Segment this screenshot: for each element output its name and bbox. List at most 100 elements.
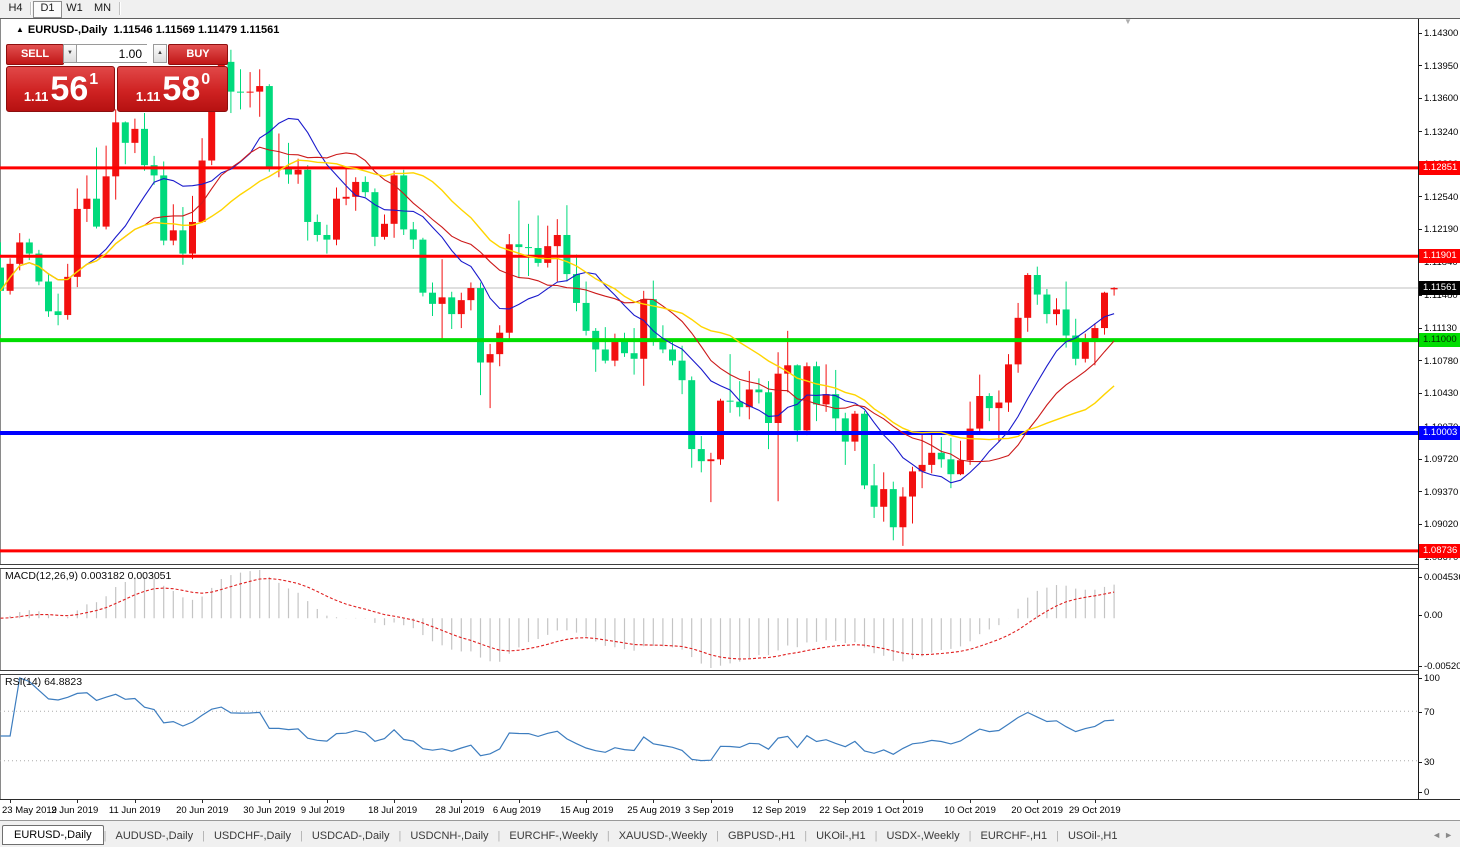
tab-ukoil-h1[interactable]: UKOil-,H1 [816,830,866,842]
volume-increase-button[interactable]: ▲ [153,44,167,63]
timeframe-toolbar: H4 D1 W1 MN [0,0,1460,19]
tab-separator: | [874,830,878,842]
price-tick-label: 1.12190 [1424,224,1459,236]
collapse-panel-icon[interactable]: ▲ [16,25,24,34]
tab-separator: | [398,830,402,842]
tab-eurchf-weekly[interactable]: EURCHF-,Weekly [509,830,598,842]
tab-separator: | [804,830,808,842]
price-tick [1419,523,1422,525]
price-tick-label: 1.13950 [1424,60,1459,72]
price-tick [1419,196,1422,198]
chart-title: ▲ EURUSD-,Daily 1.11546 1.11569 1.11479 1… [16,24,279,36]
macd-axis-tick [1419,577,1422,578]
price-tick-label: 1.14300 [1424,28,1459,39]
price-tick [1419,491,1422,493]
chart-top-border [0,18,1460,19]
sell-price-pip: 1 [89,71,99,88]
date-label: 18 Jul 2019 [368,805,418,816]
tab-separator: | [103,830,107,842]
price-tick [1419,294,1422,296]
tab-usoil-h1[interactable]: USOil-,H1 [1067,830,1118,842]
toolbar-separator [30,2,32,15]
tab-separator: | [968,830,972,842]
tab-xauusd-weekly[interactable]: XAUUSD-,Weekly [618,830,708,842]
macd-axis-label: -0.0052050 [1424,661,1460,672]
timeframe-h4[interactable]: H4 [8,2,23,14]
price-tick-label: 1.11130 [1424,323,1457,335]
tab-audusd-daily[interactable]: AUDUSD-,Daily [115,830,194,842]
price-axis[interactable]: 1.143001.139501.136001.132401.128901.125… [1418,19,1460,800]
price-tick-label: 1.10430 [1424,388,1459,400]
price-tick [1419,97,1422,99]
tab-usdcad-daily[interactable]: USDCAD-,Daily [311,830,390,842]
date-tick [586,800,588,803]
macd-canvas[interactable] [0,568,1418,670]
volume-input[interactable] [77,44,147,63]
date-tick [845,800,847,803]
buy-price-button[interactable]: 1.11 58 0 [117,66,228,112]
main-macd-separator[interactable] [0,564,1460,569]
price-tick [1419,32,1422,34]
date-label: 22 Sep 2019 [819,805,874,816]
buy-button[interactable]: BUY [168,44,228,65]
price-tick-label: 1.09720 [1424,454,1459,466]
date-tick [461,800,463,803]
price-tick-label: 1.12540 [1424,191,1459,203]
volume-decrease-button[interactable]: ▼ [63,44,77,63]
chart-tab-bar: EURUSD-,Daily | AUDUSD-,Daily | USDCHF-,Dail… [0,820,1460,847]
buy-price-prefix: 1.11 [135,89,161,104]
rsi-axis-label: 30 [1424,757,1435,768]
date-tick [326,800,328,803]
macd-axis-label: 0.00 [1424,610,1443,621]
date-tick [1037,800,1039,803]
main-chart-canvas[interactable] [0,19,1418,566]
sell-price-digits: 56 [50,70,89,108]
date-label: 15 Aug 2019 [560,805,614,816]
tab-eurusd-daily[interactable]: EURUSD-,Daily [2,825,104,845]
date-tick [710,800,712,803]
macd-signal-line [0,578,1115,660]
sell-price-button[interactable]: 1.11 56 1 [6,66,115,112]
tab-separator: | [299,830,303,842]
tab-scroll-left-icon[interactable]: ◄ [1432,830,1445,840]
level-price-label: 1.10003 [1419,425,1460,440]
date-label: 20 Oct 2019 [1011,805,1064,816]
tab-usdchf-daily[interactable]: USDCHF-,Daily [213,830,291,842]
rsi-label: RSI(14) 64.8823 [5,676,83,688]
tab-separator: | [497,830,501,842]
timeframe-d1[interactable]: D1 [33,1,62,18]
date-axis[interactable]: 23 May 2019 2 Jun 2019 11 Jun 2019 20 Jun 2… [0,799,1460,820]
date-label: 1 Oct 2019 [876,805,924,816]
tab-eurchf-h1[interactable]: EURCHF-,H1 [980,830,1048,842]
buy-price-pip: 0 [201,71,211,88]
date-tick [269,800,271,803]
price-tick [1419,228,1422,230]
date-tick [394,800,396,803]
price-tick [1419,360,1422,362]
tab-gbpusd-h1[interactable]: GBPUSD-,H1 [727,830,796,842]
date-tick [202,800,204,803]
timeframe-w1[interactable]: W1 [66,2,83,14]
tab-scroll-right-icon[interactable]: ► [1444,830,1456,840]
date-label: 30 Jun 2019 [243,805,296,816]
rsi-line [0,677,1115,762]
price-tick-label: 1.11480 [1424,290,1458,302]
macd-rsi-separator[interactable] [0,670,1460,675]
tab-usdcnh-daily[interactable]: USDCNH-,Daily [410,830,489,842]
date-tick [902,800,904,803]
price-tick [1419,131,1422,133]
tab-usdx-weekly[interactable]: USDX-,Weekly [886,830,960,842]
macd-axis-tick [1419,615,1422,616]
level-price-label: 1.11901 [1419,249,1460,264]
slow-ma-line [0,159,1115,441]
sell-button[interactable]: SELL [6,44,64,65]
date-tick [518,800,520,803]
timeframe-mn[interactable]: MN [93,2,112,14]
chart-title-symbol: EURUSD-,Daily [27,24,108,36]
tab-scroll-arrows: ◄► [1432,830,1456,840]
date-tick [77,800,79,803]
date-label: 6 Aug 2019 [492,805,541,816]
price-tick-label: 1.13600 [1424,93,1459,105]
rsi-canvas[interactable] [0,674,1418,798]
